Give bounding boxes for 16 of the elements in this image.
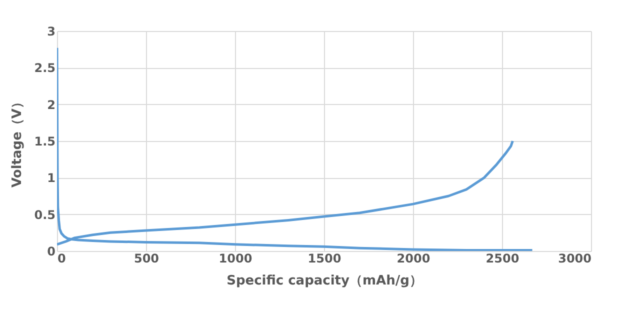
x-tick-label: 500 xyxy=(134,252,160,266)
y-tick-label: 3 xyxy=(47,24,56,38)
y-tick-label: 2.5 xyxy=(34,61,56,76)
x-tick-label: 3000 xyxy=(558,252,592,266)
x-axis-title: Specific capacity（mAh/g） xyxy=(226,274,422,288)
line-series xyxy=(57,46,534,251)
y-tick-label: 1.5 xyxy=(34,134,56,148)
y-tick-label: 1 xyxy=(47,171,56,186)
y-axis-title: Voltage（V） xyxy=(10,96,26,188)
x-tick-label: 1500 xyxy=(308,252,342,266)
y-tick-label: 2 xyxy=(47,98,56,112)
x-tick-label: 1000 xyxy=(218,252,252,266)
x-tick-label: 2500 xyxy=(486,252,520,266)
y-tick-label: 0.5 xyxy=(34,208,56,222)
x-tick-label: 2000 xyxy=(396,252,430,266)
x-tick-label: 0 xyxy=(58,252,66,266)
